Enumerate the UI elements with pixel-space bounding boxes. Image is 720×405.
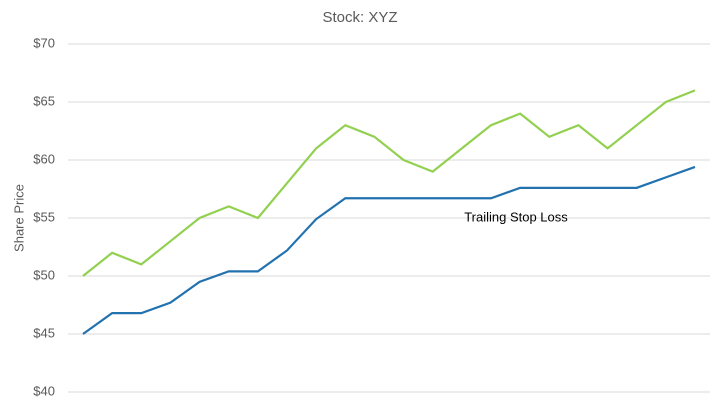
annotation: Trailing Stop Loss [464, 209, 568, 224]
chart-title: Stock: XYZ [322, 9, 397, 26]
y-tick-label: $55 [33, 209, 55, 224]
y-tick-label: $50 [33, 267, 55, 282]
series-line [82, 89, 696, 277]
series-line [82, 165, 696, 335]
y-tick-label: $45 [33, 325, 55, 340]
y-tick-label: $65 [33, 93, 55, 108]
y-tick-label: $40 [33, 383, 55, 398]
y-tick-label: $70 [33, 35, 55, 50]
y-tick-label: $60 [33, 151, 55, 166]
y-axis-label: Share Price [11, 184, 26, 252]
